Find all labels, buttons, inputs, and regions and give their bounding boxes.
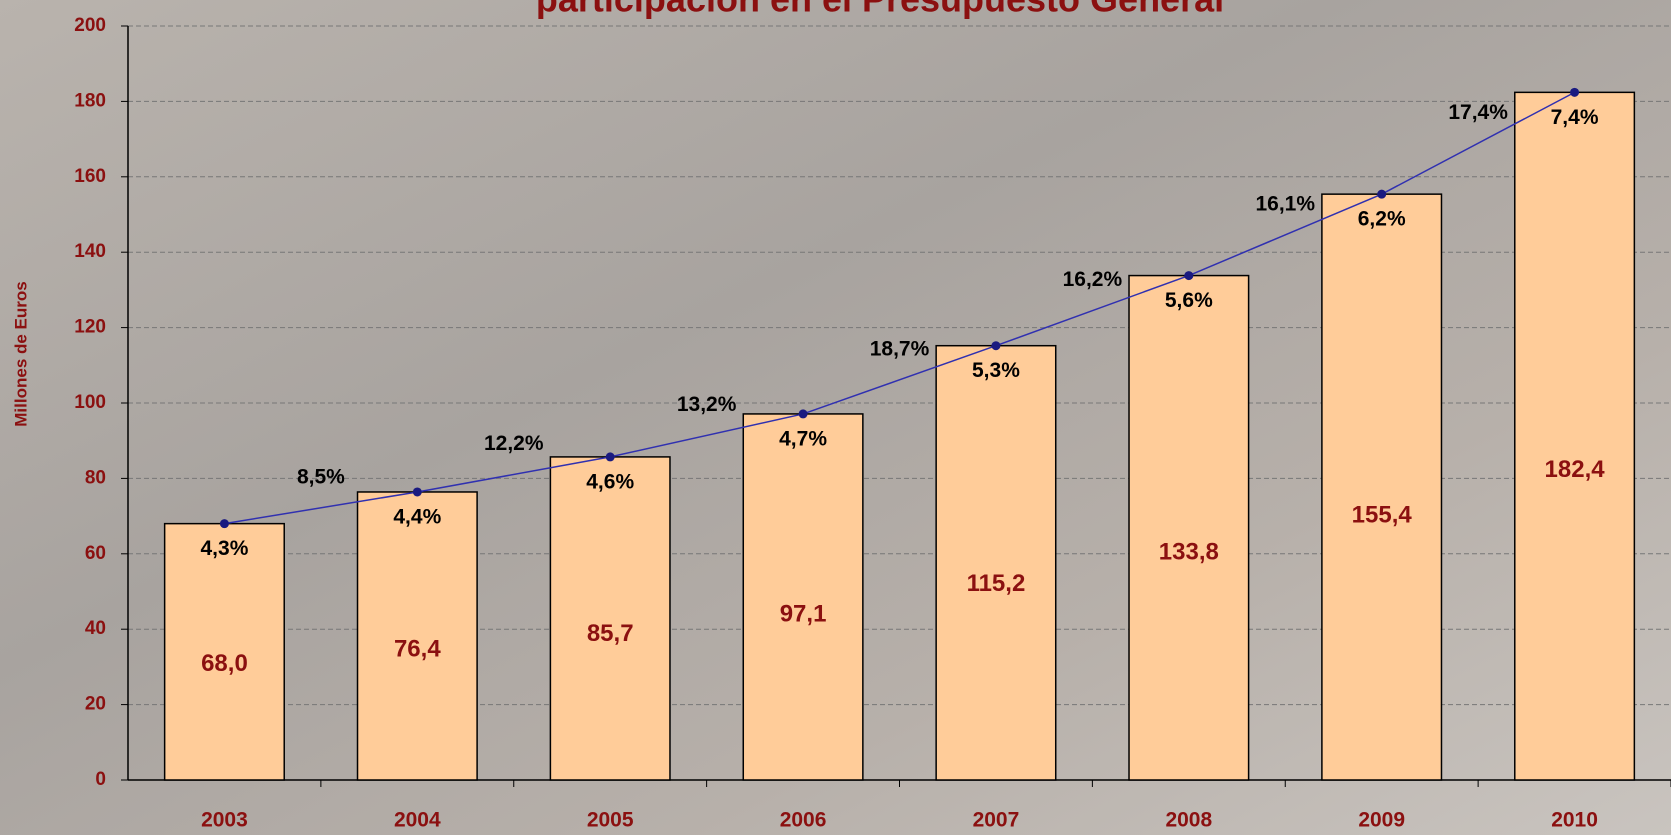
y-tick-label: 140 bbox=[74, 241, 106, 262]
y-axis-label: Millones de Euros bbox=[11, 281, 30, 426]
trend-point bbox=[412, 487, 422, 497]
participation-label: 7,4% bbox=[1551, 106, 1599, 129]
y-tick-label: 80 bbox=[85, 467, 106, 488]
x-tick-label: 2004 bbox=[394, 809, 441, 832]
trend-line bbox=[224, 91, 1575, 525]
y-tick-label: 40 bbox=[85, 618, 106, 639]
bar bbox=[1321, 193, 1443, 781]
x-tick-label: 2010 bbox=[1551, 809, 1598, 832]
growth-label: 18,7% bbox=[870, 337, 930, 360]
x-tick-label: 2006 bbox=[780, 809, 827, 832]
bar bbox=[1514, 91, 1636, 781]
y-tick-label: 180 bbox=[74, 90, 106, 111]
participation-label: 4,6% bbox=[586, 470, 634, 493]
y-tick-label: 160 bbox=[74, 166, 106, 187]
growth-label: 12,2% bbox=[484, 432, 544, 455]
trend-point bbox=[991, 341, 1001, 351]
participation-label: 4,3% bbox=[201, 537, 249, 560]
y-tick-label: 0 bbox=[95, 769, 106, 790]
y-tick-label: 120 bbox=[74, 317, 106, 338]
trend-point bbox=[605, 452, 615, 462]
trend-point bbox=[1570, 87, 1580, 97]
value-label: 85,7 bbox=[587, 620, 634, 647]
value-label: 182,4 bbox=[1545, 456, 1606, 483]
x-tick-label: 2005 bbox=[587, 809, 634, 832]
participation-label: 4,4% bbox=[393, 506, 441, 529]
growth-label: 16,2% bbox=[1063, 268, 1123, 291]
growth-label: 16,1% bbox=[1255, 192, 1315, 215]
bar bbox=[356, 491, 478, 781]
trend-point bbox=[1184, 271, 1194, 281]
y-tick-label: 20 bbox=[85, 694, 106, 715]
bar bbox=[163, 522, 285, 781]
y-tick-label: 60 bbox=[85, 543, 106, 564]
value-label: 155,4 bbox=[1352, 502, 1413, 529]
growth-label: 8,5% bbox=[297, 465, 345, 488]
value-label: 97,1 bbox=[780, 601, 827, 628]
value-label: 115,2 bbox=[967, 570, 1026, 597]
trend-point bbox=[798, 409, 808, 419]
bar bbox=[549, 456, 671, 781]
y-tick-label: 100 bbox=[74, 392, 106, 413]
x-tick-label: 2007 bbox=[973, 809, 1020, 832]
x-tick-label: 2009 bbox=[1358, 809, 1405, 832]
x-tick-label: 2008 bbox=[1165, 809, 1212, 832]
value-label: 76,4 bbox=[394, 636, 441, 663]
bar bbox=[742, 413, 864, 781]
value-label: 68,0 bbox=[201, 650, 248, 677]
trend-point bbox=[219, 519, 229, 529]
value-label: 133,8 bbox=[1159, 538, 1219, 565]
chart-title: participación en el Presupuesto General bbox=[536, 0, 1224, 20]
participation-label: 4,7% bbox=[779, 427, 827, 450]
y-tick-label: 200 bbox=[74, 15, 106, 36]
growth-label: 13,2% bbox=[677, 393, 737, 416]
trend-point bbox=[1377, 189, 1387, 199]
bar bbox=[935, 344, 1057, 781]
x-tick-label: 2003 bbox=[201, 809, 248, 832]
bar bbox=[1128, 274, 1250, 781]
participation-label: 5,3% bbox=[972, 359, 1020, 382]
growth-label: 17,4% bbox=[1448, 101, 1508, 124]
participation-label: 6,2% bbox=[1358, 208, 1406, 231]
participation-label: 5,6% bbox=[1165, 289, 1213, 312]
